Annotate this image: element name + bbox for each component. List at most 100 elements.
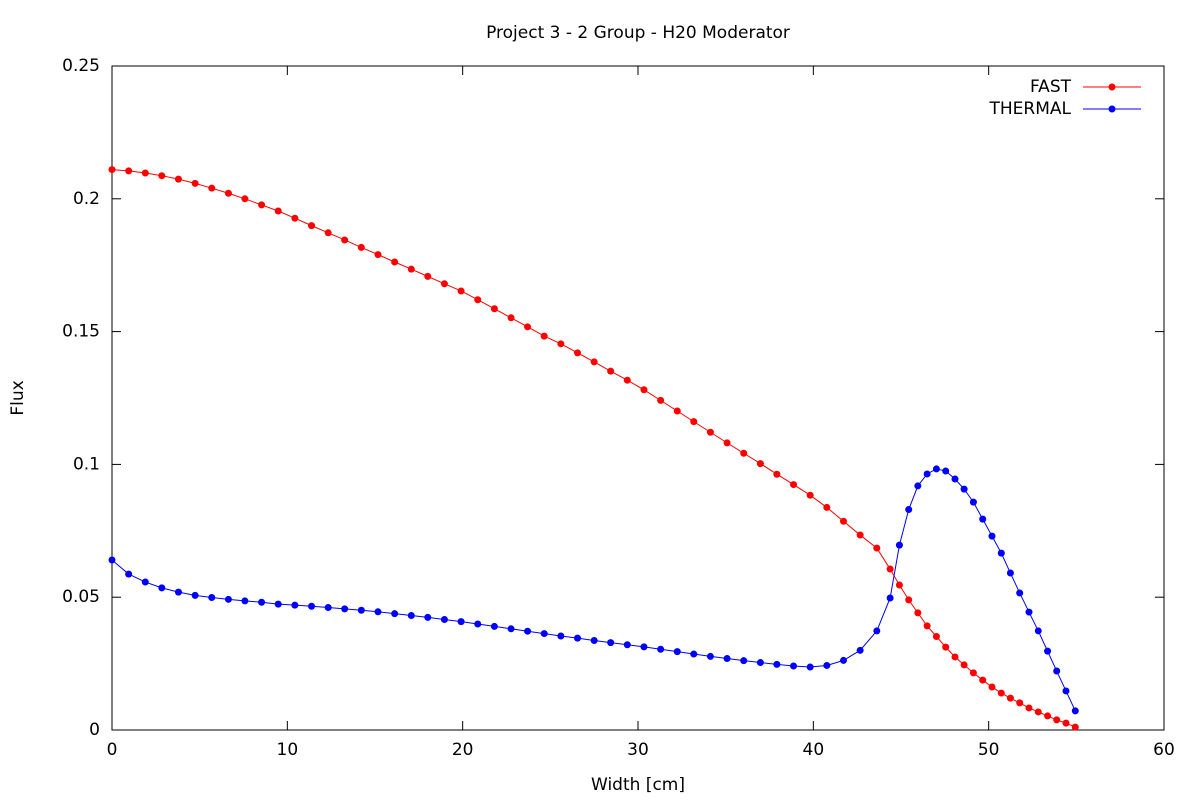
- data-point: [839, 656, 847, 664]
- data-point: [308, 222, 316, 230]
- y-tick-label: 0: [89, 720, 100, 740]
- data-point: [507, 625, 515, 633]
- data-point: [125, 570, 133, 578]
- data-point: [806, 491, 814, 499]
- x-tick-label: 10: [277, 740, 299, 760]
- data-point: [607, 639, 615, 647]
- data-point: [740, 449, 748, 457]
- data-point: [673, 407, 681, 415]
- data-point: [308, 602, 316, 610]
- data-point: [191, 179, 199, 187]
- data-point: [960, 661, 968, 669]
- series-line: [111, 468, 1076, 712]
- data-point: [756, 659, 764, 667]
- data-point: [951, 653, 959, 661]
- data-point: [108, 556, 116, 564]
- data-point: [258, 201, 266, 209]
- data-point: [969, 669, 977, 677]
- data-point: [1016, 699, 1024, 707]
- data-point: [474, 296, 482, 304]
- y-tick-label: 0.2: [73, 189, 100, 209]
- y-tick-label: 0.15: [62, 322, 100, 342]
- data-point: [557, 340, 565, 348]
- data-point: [424, 613, 432, 621]
- y-tick-label: 0.05: [62, 587, 100, 607]
- data-point: [886, 594, 894, 602]
- data-point: [241, 195, 249, 203]
- data-point: [790, 662, 798, 670]
- data-point: [905, 596, 913, 604]
- data-point: [440, 616, 448, 624]
- x-tick-label: 0: [107, 740, 118, 760]
- data-point: [873, 544, 881, 552]
- data-point: [391, 258, 399, 266]
- legend-label: FAST: [1030, 77, 1072, 97]
- data-point: [932, 633, 940, 641]
- data-point: [590, 636, 598, 644]
- data-point: [490, 305, 498, 313]
- data-point: [1062, 687, 1070, 695]
- data-point: [274, 207, 282, 215]
- data-point: [540, 332, 548, 340]
- data-point: [424, 272, 432, 280]
- data-point: [324, 604, 332, 612]
- data-point: [640, 643, 648, 651]
- data-point: [623, 641, 631, 649]
- data-point: [158, 584, 166, 592]
- data-point: [174, 588, 182, 596]
- data-point: [590, 358, 598, 366]
- data-point: [291, 601, 299, 609]
- data-point: [723, 655, 731, 663]
- legend-marker: [1108, 83, 1116, 91]
- data-point: [1034, 708, 1042, 716]
- data-point: [108, 166, 116, 174]
- data-point: [557, 632, 565, 640]
- chart-title: Project 3 - 2 Group - H20 Moderator: [486, 23, 790, 43]
- data-point: [224, 189, 232, 197]
- data-point: [823, 503, 831, 511]
- data-point: [773, 470, 781, 478]
- data-point: [357, 606, 365, 614]
- data-point: [507, 314, 515, 322]
- data-point: [1016, 589, 1024, 597]
- data-point: [979, 676, 987, 684]
- data-point: [341, 605, 349, 613]
- data-point: [224, 595, 232, 603]
- data-point: [723, 439, 731, 447]
- data-point: [1044, 712, 1052, 720]
- data-point: [1025, 608, 1033, 616]
- data-point: [457, 287, 465, 295]
- data-point: [490, 622, 498, 630]
- y-tick-label: 0.1: [73, 454, 100, 474]
- data-point: [690, 650, 698, 658]
- data-point: [1034, 627, 1042, 635]
- data-point: [923, 470, 931, 478]
- data-point: [524, 323, 532, 331]
- data-point: [1071, 723, 1079, 731]
- data-point: [540, 630, 548, 638]
- data-point: [1062, 719, 1070, 727]
- data-point: [979, 515, 987, 523]
- data-point: [690, 418, 698, 426]
- data-point: [174, 175, 182, 183]
- data-point: [623, 376, 631, 384]
- x-tick-label: 30: [627, 740, 649, 760]
- data-point: [374, 251, 382, 259]
- data-point: [357, 243, 365, 251]
- data-point: [823, 661, 831, 669]
- data-point: [457, 618, 465, 626]
- data-point: [391, 610, 399, 618]
- data-point: [914, 609, 922, 617]
- data-point: [856, 646, 864, 654]
- data-point: [806, 663, 814, 671]
- data-point: [960, 485, 968, 493]
- data-point: [141, 169, 149, 177]
- data-point: [1053, 667, 1061, 675]
- data-point: [141, 578, 149, 586]
- data-point: [440, 280, 448, 288]
- data-point: [1006, 694, 1014, 702]
- data-point: [291, 214, 299, 222]
- data-point: [474, 620, 482, 628]
- data-point: [839, 517, 847, 525]
- data-point: [923, 622, 931, 630]
